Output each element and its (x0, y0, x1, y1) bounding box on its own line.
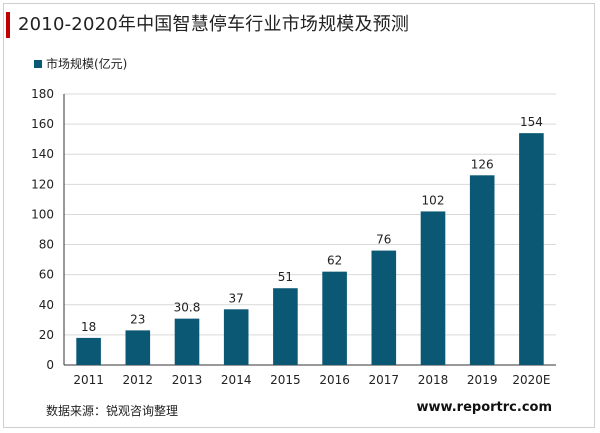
x-tick-label: 2015 (270, 373, 301, 387)
x-tick-label: 2019 (467, 373, 498, 387)
bar (322, 271, 347, 365)
y-tick-label: 140 (31, 147, 54, 161)
legend-label: 市场规模(亿元) (46, 57, 128, 71)
x-tick-label: 2012 (123, 373, 154, 387)
y-tick-label: 20 (39, 328, 54, 342)
y-tick-label: 100 (31, 207, 54, 221)
bar (371, 250, 397, 365)
data-label: 76 (376, 233, 391, 247)
chart-frame (3, 3, 595, 428)
legend: 市场规模(亿元) (34, 56, 127, 72)
data-label: 18 (81, 320, 96, 334)
data-label: 51 (278, 270, 293, 284)
bar (174, 318, 200, 365)
y-tick-label: 160 (31, 117, 54, 131)
data-label: 23 (130, 312, 145, 326)
y-tick-label: 0 (46, 358, 54, 372)
bar (76, 337, 101, 365)
x-tick-label: 2011 (73, 373, 104, 387)
source-note: 数据来源：锐观咨询整理 (46, 404, 179, 418)
data-label: 102 (422, 193, 445, 207)
y-tick-label: 120 (31, 177, 54, 191)
data-label: 154 (520, 115, 543, 129)
data-label: 30.8 (174, 301, 201, 315)
title-accent-bar (6, 12, 10, 38)
x-tick-label: 2018 (418, 373, 449, 387)
data-label: 37 (229, 291, 244, 305)
y-tick-label: 40 (39, 298, 54, 312)
data-label: 62 (327, 254, 342, 268)
bar (519, 133, 544, 365)
x-tick-label: 2014 (221, 373, 252, 387)
bar (469, 175, 495, 365)
legend-swatch (34, 59, 42, 68)
bar (223, 309, 249, 365)
y-tick-label: 180 (31, 87, 54, 101)
y-tick-label: 60 (39, 268, 54, 282)
bar (125, 330, 151, 365)
x-tick-label: 2016 (319, 373, 350, 387)
chart-title: 2010-2020年中国智慧停车行业市场规模及预测 (18, 14, 410, 35)
data-label: 126 (471, 157, 494, 171)
website-watermark: www.reportrc.com (416, 400, 552, 415)
bar (420, 211, 446, 365)
y-tick-label: 80 (39, 238, 54, 252)
bar (273, 288, 298, 365)
x-tick-label: 2017 (369, 373, 400, 387)
x-tick-label: 2020E (512, 373, 550, 387)
x-tick-label: 2013 (172, 373, 203, 387)
